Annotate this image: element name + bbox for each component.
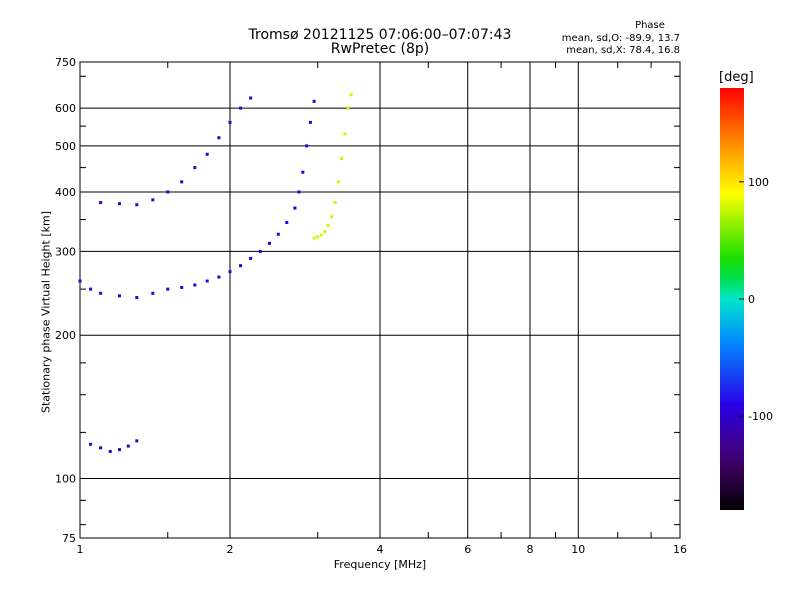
data-point [193, 166, 197, 170]
data-point [217, 136, 221, 140]
data-point [126, 444, 130, 448]
data-point [89, 287, 93, 291]
x-tick-label: 4 [377, 543, 384, 556]
data-point [135, 296, 139, 300]
data-point [308, 120, 312, 124]
chart-subtitle: RwPretec (8p) [330, 41, 430, 57]
data-point [276, 232, 280, 236]
data-point [239, 264, 243, 268]
data-point [340, 157, 344, 161]
colorbar-tick-label: 100 [748, 176, 769, 189]
y-axis-label: Stationary phase Virtual Height [km] [39, 210, 53, 414]
y-tick-label: 200 [55, 329, 76, 342]
data-point [135, 439, 139, 443]
data-point [99, 446, 103, 450]
data-point [205, 279, 209, 283]
data-point [89, 442, 93, 446]
data-point [312, 99, 316, 103]
data-point [151, 198, 155, 202]
data-point [301, 170, 305, 174]
data-point [135, 203, 139, 207]
data-point [305, 144, 309, 148]
data-point [117, 448, 121, 452]
x-axis-label: Frequency [MHz] [333, 558, 427, 571]
y-tick-label: 75 [62, 532, 76, 545]
data-point [249, 256, 253, 260]
data-point [323, 230, 327, 234]
data-point [117, 294, 121, 298]
data-point [333, 201, 337, 205]
data-point [166, 287, 170, 291]
data-point [228, 120, 232, 124]
y-tick-label: 750 [55, 56, 76, 69]
data-point [205, 152, 209, 156]
phase-stats-o: mean, sd,O: -89.9, 13.7 [561, 33, 680, 44]
x-tick-label: 8 [527, 543, 534, 556]
data-point [180, 180, 184, 184]
data-point [346, 106, 350, 110]
data-point [319, 233, 323, 237]
data-point [326, 224, 330, 228]
colorbar-tick-label: -100 [748, 410, 773, 423]
data-point [336, 180, 340, 184]
data-point [293, 206, 297, 210]
y-tick-label: 300 [55, 245, 76, 258]
x-tick-label: 10 [571, 543, 585, 556]
colorbar-tick-label: 0 [748, 293, 755, 306]
data-point [258, 249, 262, 253]
data-point [166, 190, 170, 194]
data-point [343, 132, 347, 136]
data-point [180, 285, 184, 289]
y-tick-label: 400 [55, 186, 76, 199]
data-point [330, 215, 334, 219]
x-tick-label: 16 [673, 543, 687, 556]
x-tick-label: 1 [77, 543, 84, 556]
data-point [78, 279, 82, 283]
data-point [99, 201, 103, 205]
data-point [151, 291, 155, 295]
data-point [239, 106, 243, 110]
data-point [297, 190, 301, 194]
data-point [249, 96, 253, 100]
data-point [108, 449, 112, 453]
data-point [193, 283, 197, 287]
x-tick-label: 6 [464, 543, 471, 556]
y-tick-label: 600 [55, 102, 76, 115]
phase-stats-label: Phase [635, 20, 665, 31]
data-point [349, 93, 353, 97]
data-point [267, 241, 271, 245]
chart-title: Tromsø 20121125 07:06:00–07:07:43 [248, 27, 512, 43]
phase-stats-x: mean, sd,X: 78.4, 16.8 [566, 45, 680, 56]
data-point [99, 291, 103, 295]
data-point [316, 235, 320, 239]
colorbar-unit: [deg] [719, 70, 754, 85]
data-point [228, 270, 232, 274]
x-tick-label: 2 [227, 543, 234, 556]
data-point [217, 275, 221, 279]
data-point [117, 202, 121, 206]
data-point [312, 236, 316, 240]
y-tick-label: 500 [55, 140, 76, 153]
y-tick-label: 100 [55, 473, 76, 486]
data-point [285, 221, 289, 225]
